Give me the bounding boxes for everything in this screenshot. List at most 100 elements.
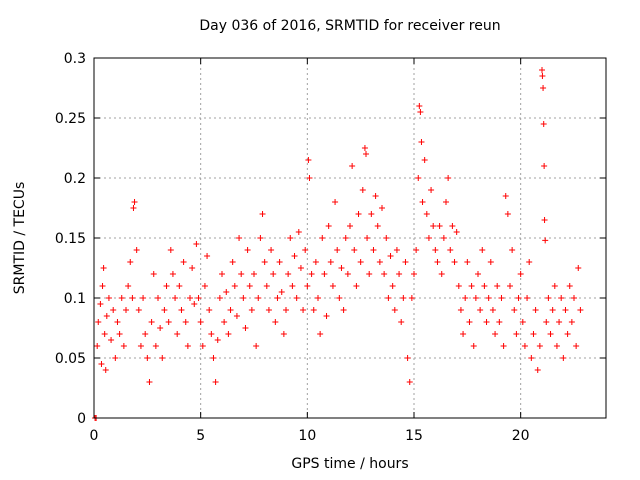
- data-point: [180, 259, 187, 265]
- data-point: [334, 247, 341, 253]
- data-point: [418, 139, 425, 145]
- data-point: [519, 319, 526, 325]
- data-point: [511, 307, 518, 313]
- data-point: [223, 289, 230, 295]
- data-point: [363, 151, 369, 157]
- x-tick-label: 10: [298, 428, 316, 444]
- data-point: [155, 295, 161, 301]
- data-point: [123, 307, 129, 313]
- data-point: [421, 157, 428, 163]
- data-point: [425, 235, 432, 241]
- data-point: [323, 313, 330, 319]
- data-point: [312, 259, 319, 265]
- data-point: [289, 283, 296, 289]
- data-point: [157, 325, 164, 331]
- data-point: [229, 259, 236, 265]
- data-point: [329, 283, 336, 289]
- data-point: [305, 157, 312, 163]
- data-point: [521, 343, 528, 349]
- data-point: [351, 247, 358, 253]
- data-point: [372, 193, 379, 199]
- data-point: [148, 319, 155, 325]
- data-point: [97, 301, 104, 307]
- data-point: [432, 247, 439, 253]
- data-point: [443, 199, 449, 205]
- data-point: [347, 223, 353, 229]
- data-point: [368, 211, 375, 217]
- data-point: [449, 223, 456, 229]
- data-point: [571, 295, 577, 301]
- data-point: [182, 319, 189, 325]
- data-point: [398, 319, 405, 325]
- data-point: [259, 211, 266, 217]
- data-point: [174, 331, 181, 337]
- data-point: [140, 295, 147, 301]
- data-point: [560, 355, 567, 361]
- data-point: [366, 271, 373, 277]
- data-point: [451, 259, 458, 265]
- data-point: [112, 355, 119, 361]
- data-point: [219, 271, 225, 277]
- data-point: [280, 331, 287, 337]
- data-point: [165, 319, 172, 325]
- data-point: [246, 283, 253, 289]
- data-point: [513, 331, 520, 337]
- data-point: [536, 343, 543, 349]
- data-point: [110, 307, 117, 313]
- data-point: [212, 379, 219, 385]
- data-point: [152, 343, 159, 349]
- data-point: [353, 283, 360, 289]
- data-point: [359, 187, 366, 193]
- data-point: [257, 235, 264, 241]
- data-point: [176, 283, 183, 289]
- data-point: [137, 343, 144, 349]
- data-point: [99, 283, 106, 289]
- chart-title: Day 036 of 2016, SRMTID for receiver reu…: [199, 18, 501, 34]
- data-point: [447, 247, 454, 253]
- data-point: [543, 319, 550, 325]
- data-point: [227, 307, 234, 313]
- data-point: [225, 331, 232, 337]
- data-point: [558, 295, 565, 301]
- data-point: [108, 337, 115, 343]
- axis-ticks: 0 0.05 0.1 0.15 0.2 0.25 0.3 0 5 10 15 20: [55, 51, 606, 444]
- data-point: [455, 283, 462, 289]
- data-point: [472, 295, 479, 301]
- data-point: [475, 271, 481, 277]
- data-point: [255, 295, 262, 301]
- data-point: [161, 307, 168, 313]
- data-point: [287, 235, 294, 241]
- x-tick-label: 20: [512, 428, 530, 444]
- data-point: [361, 145, 368, 151]
- data-point: [487, 259, 494, 265]
- data-point: [342, 235, 349, 241]
- data-point: [404, 355, 411, 361]
- data-point: [204, 253, 211, 259]
- data-point: [253, 343, 260, 349]
- data-point: [566, 283, 573, 289]
- data-point: [319, 235, 326, 241]
- data-point: [187, 295, 193, 301]
- y-tick-label: 0.2: [64, 171, 86, 187]
- data-point: [340, 307, 347, 313]
- data-point: [379, 205, 385, 211]
- data-point: [103, 313, 110, 319]
- data-point: [477, 307, 484, 313]
- data-point: [532, 307, 539, 313]
- data-point: [460, 331, 467, 337]
- data-point: [129, 295, 136, 301]
- data-point: [528, 355, 535, 361]
- data-point: [270, 271, 277, 277]
- data-point: [500, 343, 507, 349]
- y-tick-label: 0.25: [55, 111, 86, 127]
- data-point: [391, 307, 398, 313]
- data-point: [208, 331, 215, 337]
- data-point: [434, 259, 441, 265]
- data-point: [468, 283, 475, 289]
- data-point: [413, 247, 420, 253]
- data-point: [357, 259, 364, 265]
- data-point: [201, 283, 208, 289]
- data-point: [496, 319, 503, 325]
- data-point: [419, 199, 426, 205]
- data-point: [349, 163, 356, 169]
